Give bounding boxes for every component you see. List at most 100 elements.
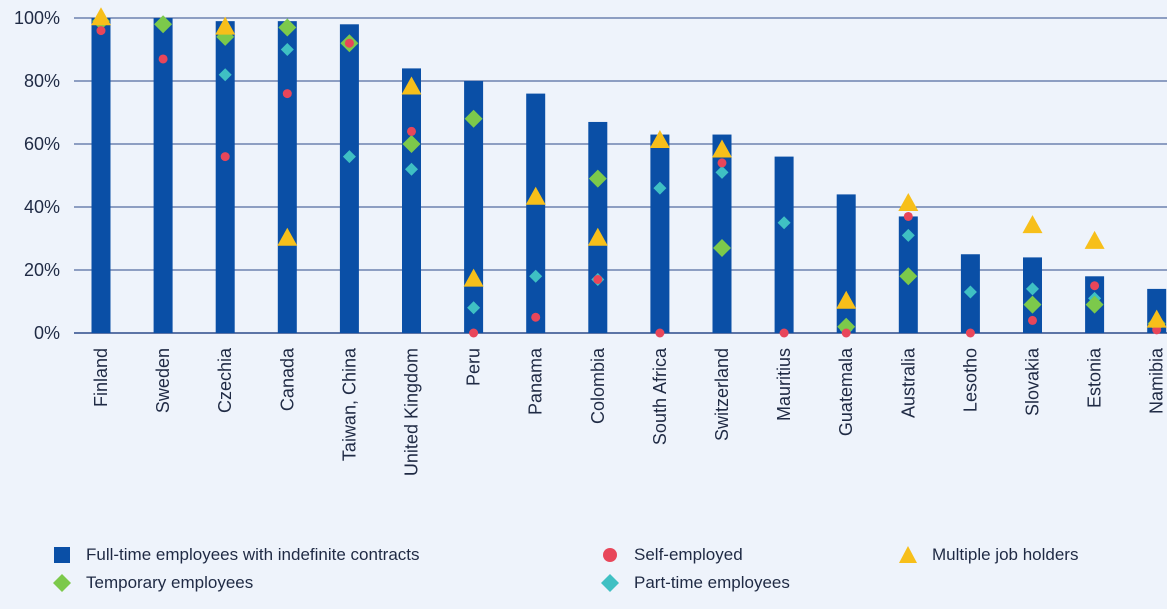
point-self-employed <box>282 89 292 99</box>
point-self-employed <box>344 38 354 48</box>
y-tick-label: 80% <box>24 71 60 91</box>
legend: Full-time employees with indefinite cont… <box>52 540 1152 604</box>
point-self-employed <box>469 328 479 338</box>
point-temporary <box>278 18 297 37</box>
point-self-employed <box>655 328 665 338</box>
point-temporary <box>837 317 856 336</box>
x-tick-label: Lesotho <box>960 348 980 412</box>
x-tick-label: Mauritius <box>774 348 794 421</box>
point-self-employed <box>531 312 541 322</box>
point-self-employed <box>1028 315 1037 325</box>
legend-item-temporary: Temporary employees <box>52 570 253 596</box>
y-tick-label: 20% <box>24 260 60 280</box>
x-tick-label: Canada <box>277 347 297 411</box>
x-tick-label: Panama <box>526 347 546 415</box>
legend-triangle-icon <box>898 545 918 565</box>
legend-diamond-icon <box>52 573 72 593</box>
point-part-time <box>901 228 915 242</box>
legend-item-full-time: Full-time employees with indefinite cont… <box>52 542 420 568</box>
point-multiple-job <box>401 76 422 95</box>
point-part-time <box>467 301 481 315</box>
bar <box>153 18 173 333</box>
point-temporary <box>154 15 173 34</box>
x-tick-label: South Africa <box>650 347 670 445</box>
bar <box>91 18 111 333</box>
x-tick-label: Taiwan, China <box>339 347 359 461</box>
legend-item-self-employed: Self-employed <box>600 542 743 568</box>
bar <box>402 68 421 334</box>
point-multiple-job <box>1084 230 1105 249</box>
y-tick-label: 0% <box>34 323 60 343</box>
bar <box>464 81 484 333</box>
legend-diamond-icon <box>600 573 620 593</box>
point-self-employed <box>407 126 416 136</box>
point-self-employed <box>593 274 603 284</box>
point-self-employed <box>220 152 230 162</box>
x-tick-label: Sweden <box>153 348 173 413</box>
y-tick-label: 60% <box>24 134 60 154</box>
point-self-employed <box>965 328 975 338</box>
x-tick-label: Slovakia <box>1023 347 1043 416</box>
point-self-employed <box>1090 281 1100 291</box>
point-part-time <box>1026 282 1039 296</box>
x-tick-label: Namibia <box>1147 347 1167 414</box>
point-part-time <box>715 165 729 179</box>
legend-label: Multiple job holders <box>932 545 1079 564</box>
point-part-time <box>218 68 232 82</box>
point-temporary <box>899 267 918 286</box>
point-self-employed <box>779 328 789 338</box>
point-self-employed <box>903 211 913 221</box>
bar <box>215 21 235 334</box>
point-multiple-job <box>587 227 608 246</box>
point-multiple-job <box>463 268 484 287</box>
point-self-employed <box>717 158 727 168</box>
point-part-time <box>963 285 977 299</box>
point-temporary <box>402 135 421 153</box>
bar <box>774 156 794 333</box>
y-tick-label: 100% <box>14 8 60 28</box>
bar <box>588 121 608 333</box>
point-multiple-job <box>91 7 111 26</box>
legend-item-part-time: Part-time employees <box>600 570 790 596</box>
legend-label: Self-employed <box>634 545 743 564</box>
bar <box>712 134 732 333</box>
x-tick-label: Guatemala <box>836 347 856 436</box>
legend-label: Full-time employees with indefinite cont… <box>86 545 420 564</box>
point-part-time <box>529 269 543 283</box>
legend-square-icon <box>52 545 72 565</box>
x-tick-label: Switzerland <box>712 348 732 441</box>
bar <box>836 194 856 333</box>
point-self-employed <box>841 328 851 338</box>
bar <box>526 93 546 333</box>
point-multiple-job <box>525 186 546 205</box>
x-tick-label: Peru <box>464 348 484 386</box>
legend-label: Part-time employees <box>634 573 790 592</box>
point-temporary <box>588 169 607 188</box>
x-tick-label: Colombia <box>588 347 608 424</box>
point-multiple-job <box>1146 309 1167 328</box>
point-multiple-job <box>277 227 298 246</box>
point-temporary <box>1085 295 1104 314</box>
point-temporary <box>713 238 731 257</box>
point-multiple-job <box>649 130 670 149</box>
point-part-time <box>653 181 667 195</box>
x-tick-label: Australia <box>898 347 918 418</box>
x-tick-label: United Kingdom <box>402 348 422 476</box>
point-self-employed <box>158 54 168 64</box>
y-tick-label: 40% <box>24 197 60 217</box>
point-self-employed <box>96 26 106 36</box>
point-multiple-job <box>836 290 857 309</box>
point-temporary <box>464 109 483 128</box>
point-multiple-job <box>215 16 236 35</box>
x-tick-label: Czechia <box>215 347 235 413</box>
x-tick-label: Estonia <box>1085 347 1105 408</box>
point-multiple-job <box>898 193 919 212</box>
point-part-time <box>280 43 294 56</box>
legend-circle-icon <box>600 545 620 565</box>
bar <box>339 24 359 334</box>
x-tick-label: Finland <box>91 348 111 407</box>
bar <box>277 21 297 334</box>
point-multiple-job <box>1022 215 1043 234</box>
point-part-time <box>777 216 791 230</box>
